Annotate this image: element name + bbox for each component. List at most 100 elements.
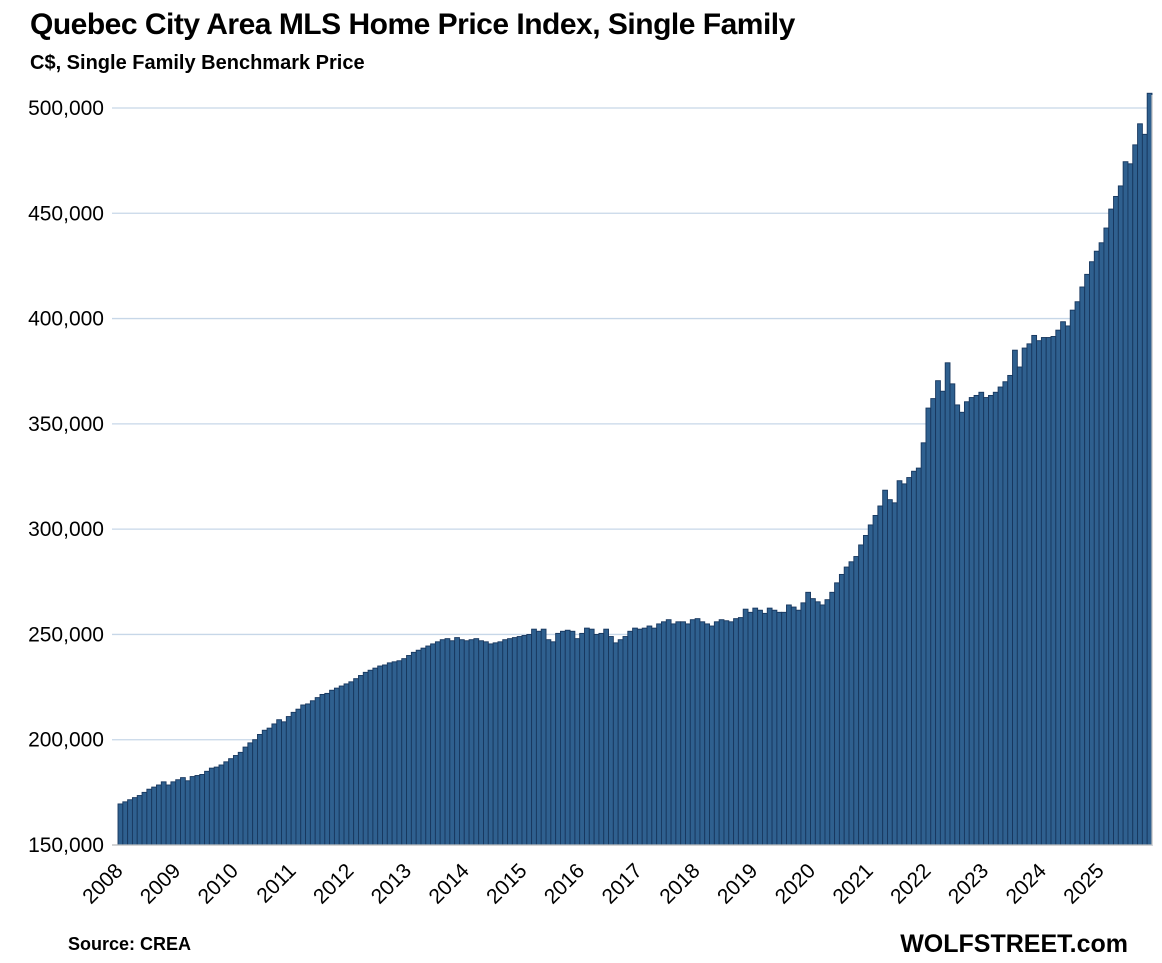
price-bar <box>550 641 557 846</box>
price-bar <box>305 703 311 846</box>
price-bar <box>1021 347 1028 846</box>
price-bar <box>988 394 994 846</box>
price-bar <box>906 477 912 846</box>
price-bar <box>564 629 571 846</box>
x-tick-label: 2010 <box>194 859 243 908</box>
price-bar <box>867 524 874 846</box>
price-bar <box>680 621 686 846</box>
price-bar <box>300 704 307 846</box>
price-bar <box>838 573 845 846</box>
price-bar <box>569 630 576 846</box>
price-bar <box>1132 144 1139 846</box>
price-bar <box>699 621 706 846</box>
x-tick-label: 2015 <box>482 859 531 908</box>
price-bar <box>584 627 590 846</box>
x-tick-label: 2021 <box>828 859 877 908</box>
price-bar <box>973 394 980 846</box>
x-tick-label: 2016 <box>540 859 589 908</box>
price-bar <box>285 716 292 846</box>
price-bar <box>1055 329 1062 846</box>
price-bar <box>377 665 383 846</box>
price-bar <box>454 637 460 846</box>
price-bar <box>901 483 908 846</box>
price-bar <box>656 623 662 846</box>
price-bar <box>978 391 985 846</box>
price-bar <box>531 628 537 846</box>
price-bar <box>237 751 244 846</box>
price-bar <box>718 619 725 846</box>
price-bar <box>391 661 398 846</box>
price-bar <box>853 556 860 846</box>
price-bar <box>425 645 432 846</box>
y-tick-label: 250,000 <box>28 623 104 646</box>
price-bar <box>1098 242 1105 846</box>
price-bar <box>574 638 581 846</box>
price-bar <box>545 639 552 846</box>
price-bar <box>968 397 975 846</box>
price-bar <box>338 685 345 846</box>
x-tick-label: 2023 <box>944 859 993 908</box>
price-bars <box>117 92 1153 846</box>
price-bar <box>396 660 403 846</box>
price-bar <box>131 797 138 846</box>
price-bar <box>1074 301 1081 846</box>
price-bar <box>180 777 186 846</box>
price-bar <box>1084 273 1090 846</box>
price-bar <box>786 604 792 846</box>
price-bar <box>213 766 220 846</box>
price-bar <box>1060 321 1066 846</box>
price-bar <box>646 625 653 846</box>
price-bar <box>127 799 133 846</box>
y-tick-label: 200,000 <box>28 729 104 752</box>
chart-subtitle: C$, Single Family Benchmark Price <box>30 52 365 74</box>
price-bar <box>430 643 436 846</box>
price-bar <box>348 681 355 846</box>
price-bar <box>1108 208 1114 846</box>
price-bar <box>944 362 951 846</box>
price-bar <box>954 404 961 846</box>
price-bar <box>156 784 162 846</box>
price-bar <box>170 781 177 846</box>
price-bar <box>151 786 157 846</box>
price-bar <box>160 781 167 846</box>
price-bar <box>1016 366 1023 846</box>
price-bar <box>1141 133 1148 846</box>
price-bar <box>887 499 893 846</box>
price-bar <box>507 638 513 846</box>
price-bar <box>261 729 268 846</box>
price-bar <box>218 764 225 846</box>
price-bar <box>757 609 763 846</box>
x-axis-labels: 2008 2009 2010 2011 2012 2013 2014 2015 2016 2017… <box>78 859 1108 909</box>
price-bar <box>1122 161 1129 846</box>
price-bar <box>997 386 1004 846</box>
price-bar <box>502 639 508 846</box>
x-tick-label: 2011 <box>252 859 300 907</box>
price-bar <box>358 675 364 846</box>
price-bar <box>386 662 393 846</box>
price-bar <box>406 655 412 846</box>
price-bar <box>617 639 624 846</box>
price-bar <box>920 442 927 846</box>
price-bar <box>858 544 864 846</box>
price-bar <box>824 599 831 846</box>
price-bar <box>959 411 965 846</box>
price-bar <box>333 687 340 846</box>
price-bar <box>232 755 239 846</box>
price-bar <box>742 608 749 846</box>
price-bar <box>579 632 585 846</box>
price-bar <box>1036 340 1042 846</box>
price-bar <box>834 582 840 846</box>
price-bar <box>963 401 970 846</box>
price-bar <box>795 609 802 846</box>
price-bar <box>685 623 691 846</box>
price-bar <box>810 598 816 846</box>
y-tick-label: 500,000 <box>28 97 104 120</box>
price-bar <box>362 671 369 846</box>
price-bar <box>632 627 638 846</box>
price-bar <box>511 637 518 846</box>
x-tick-label: 2024 <box>1002 859 1052 909</box>
price-bar <box>165 784 172 846</box>
price-bar <box>473 638 480 846</box>
price-bar <box>949 383 956 846</box>
price-bar <box>661 621 667 846</box>
